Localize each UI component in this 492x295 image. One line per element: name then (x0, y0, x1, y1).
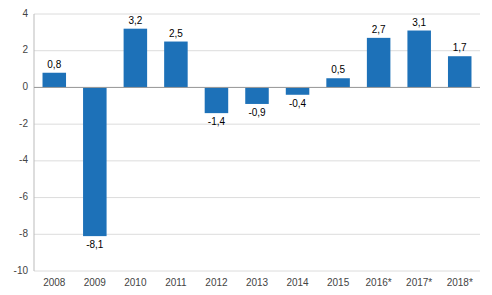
y-tick-label: -2 (19, 118, 28, 129)
grid-line (34, 14, 480, 15)
x-tick-label: 2008 (43, 277, 66, 288)
y-tick-label: 4 (22, 8, 28, 19)
y-tick-label: -8 (19, 228, 28, 239)
data-label: 1,7 (453, 42, 467, 53)
x-tick-label: 2009 (84, 277, 107, 288)
x-tick-label: 2012 (205, 277, 228, 288)
x-tick-label: 2011 (165, 277, 187, 288)
bar (124, 29, 148, 88)
data-label: 0,8 (47, 59, 61, 70)
data-labels: 0,8 -8,1 3,2 2,5 -1,4 -0,9 -0,4 0,5 2,7 3,1 1,7 (47, 15, 467, 250)
x-tick-label: 2010 (124, 277, 147, 288)
x-tick-label: 2015 (327, 277, 350, 288)
data-label: 3,1 (412, 17, 426, 28)
bar (367, 38, 391, 88)
data-label: 2,5 (169, 28, 183, 39)
x-tick-label: 2013 (246, 277, 269, 288)
bar (245, 87, 269, 104)
bar (326, 78, 350, 87)
data-label: -0,4 (289, 98, 307, 109)
bar (43, 73, 67, 88)
data-label: 2,7 (372, 24, 386, 35)
x-tick-label: 2018* (447, 277, 473, 288)
bar (164, 42, 188, 88)
chart-svg: -10-8-6-4-20240,8-8,13,22,5-1,4-0,9-0,40… (0, 0, 492, 295)
bar (83, 87, 107, 236)
data-label: -0,9 (248, 107, 266, 118)
data-label: 3,2 (128, 15, 142, 26)
grid (34, 14, 480, 271)
x-tick-label: 2016* (366, 277, 392, 288)
y-tick-label: 0 (22, 81, 28, 92)
chart-container: -10-8-6-4-20240,8-8,13,22,5-1,4-0,9-0,40… (0, 0, 492, 295)
data-label: -8,1 (86, 239, 104, 250)
x-axis: 2008 2009 2010 2011 2012 2013 2014 2015 2016* 201… (43, 277, 473, 288)
bars (43, 29, 472, 236)
bar (205, 87, 229, 113)
y-tick-label: 2 (22, 44, 28, 55)
y-axis-line (34, 14, 35, 271)
x-tick-label: 2014 (286, 277, 309, 288)
baseline (34, 87, 480, 88)
y-axis: -10 -8 -6 -4 -2 0 2 4 (14, 8, 29, 276)
bar (286, 87, 310, 94)
grid-line (34, 87, 480, 88)
y-tick-label: -10 (14, 265, 29, 276)
data-label: -1,4 (208, 116, 226, 127)
y-tick-label: -6 (19, 191, 28, 202)
y-tick-label: -4 (19, 154, 28, 165)
bar (448, 56, 472, 87)
grid-line (34, 271, 480, 272)
bar (407, 31, 431, 88)
data-label: 0,5 (331, 64, 345, 75)
x-tick-label: 2017* (406, 277, 432, 288)
